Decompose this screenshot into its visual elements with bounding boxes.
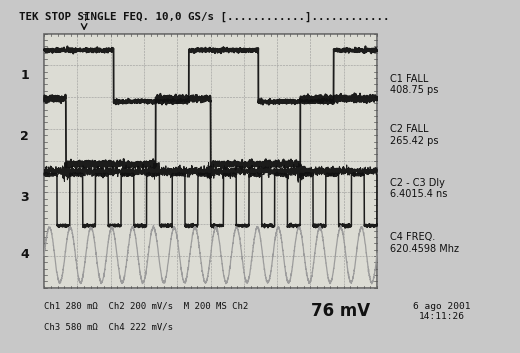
Text: 6 ago 2001
14:11:26: 6 ago 2001 14:11:26 xyxy=(413,302,471,321)
Text: C1 FALL
408.75 ps: C1 FALL 408.75 ps xyxy=(390,73,438,95)
Text: C4 FREQ.
620.4598 Mhz: C4 FREQ. 620.4598 Mhz xyxy=(390,232,459,254)
Text: C2 - C3 Dly
6.4015.4 ns: C2 - C3 Dly 6.4015.4 ns xyxy=(390,178,447,199)
Text: Ch3 580 mΩ  Ch4 222 mV/s: Ch3 580 mΩ Ch4 222 mV/s xyxy=(44,323,173,332)
Text: 2: 2 xyxy=(20,130,29,143)
Text: 76 mV: 76 mV xyxy=(311,302,370,320)
Text: C2 FALL
265.42 ps: C2 FALL 265.42 ps xyxy=(390,124,438,146)
Text: TEK STOP SINGLE FEQ. 10,0 GS/s [............]............: TEK STOP SINGLE FEQ. 10,0 GS/s [........… xyxy=(19,12,389,22)
Text: Ch1 280 mΩ  Ch2 200 mV/s  M 200 MS Ch2: Ch1 280 mΩ Ch2 200 mV/s M 200 MS Ch2 xyxy=(44,302,249,311)
Text: 3: 3 xyxy=(20,191,29,204)
Bar xyxy=(44,34,377,288)
Text: T: T xyxy=(82,14,87,23)
Text: 4: 4 xyxy=(20,248,29,261)
Text: 1: 1 xyxy=(20,69,29,82)
